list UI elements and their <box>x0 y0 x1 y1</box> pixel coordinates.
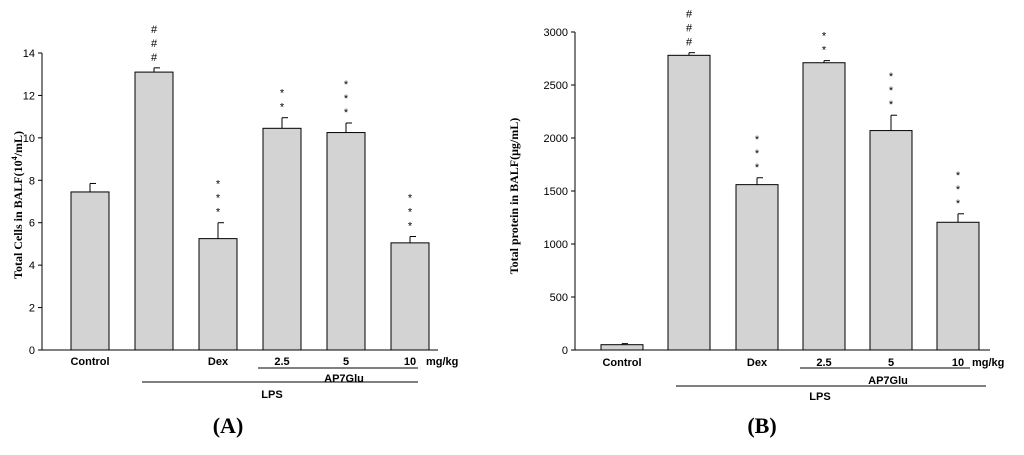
panel-a-bar <box>70 191 110 351</box>
panel-a-label: (A) <box>213 413 244 438</box>
panel-b-significance-mark: # <box>686 37 693 49</box>
panel-a-chart: 0 2 4 6 8 10 12 14 Control # # # * * * Dex * * 2.5 * * * 5 * * *… <box>10 24 458 438</box>
panel-a-significance-mark: * <box>280 102 285 114</box>
panel-a-y-axis-label: Total Cells in BALF(104/mL) <box>10 131 25 279</box>
panel-b-significance-mark: # <box>686 9 693 21</box>
panel-a-y-tick-label: 0 <box>29 345 35 357</box>
panel-a-y-tick-label: 4 <box>29 260 35 272</box>
panel-b-significance-mark: * <box>822 45 827 57</box>
panel-b-label: (B) <box>747 413 776 438</box>
panel-b-significance-mark: * <box>956 184 961 196</box>
panel-b-y-tick-label: 500 <box>550 292 568 304</box>
panel-b-y-tick-label: 2500 <box>544 80 568 92</box>
panel-b-significance-mark: * <box>889 71 894 83</box>
panel-b-bar <box>869 130 913 351</box>
panel-a-bar <box>134 71 174 351</box>
panel-a-category-label: Control <box>70 356 109 368</box>
panel-b-category-label: Dex <box>747 357 768 369</box>
panel-a-y-tick-label: 6 <box>29 218 35 230</box>
panel-b-significance-mark: # <box>686 23 693 35</box>
panel-b-y-tick-label: 1000 <box>544 239 568 251</box>
panel-b-bar <box>735 184 779 351</box>
panel-a-y-tick-label: 10 <box>23 133 35 145</box>
panel-a-y-tick-label: 14 <box>23 48 35 60</box>
panel-a-y-tick-label: 8 <box>29 175 35 187</box>
panel-b-significance-mark: * <box>755 134 760 146</box>
panel-b-bar <box>936 221 980 351</box>
panel-b-significance-mark: * <box>755 162 760 174</box>
panel-a-significance-mark: * <box>216 193 221 205</box>
panel-b-category-label: Control <box>602 357 641 369</box>
panel-a-significance-mark: * <box>344 93 349 105</box>
panel-b-significance-mark: * <box>956 198 961 210</box>
panel-a-significance-mark: * <box>216 207 221 219</box>
panel-b-significance-mark: * <box>755 148 760 160</box>
panel-b-y-axis-label: Total protein in BALF(μg/mL) <box>507 118 521 275</box>
panel-a-significance-mark: # <box>151 38 158 50</box>
panel-a-ap7glu-label: AP7Glu <box>324 373 364 385</box>
panel-a-y-tick-label: 2 <box>29 303 35 315</box>
panel-b-bar <box>600 344 644 351</box>
panel-b-y-tick-label: 3000 <box>544 27 568 39</box>
panel-a-significance-mark: * <box>344 107 349 119</box>
panel-a-category-label: 5 <box>343 356 349 368</box>
panel-a-y-tick-label: 12 <box>23 90 35 102</box>
panel-b-significance-mark: * <box>822 31 827 43</box>
panel-b-ap7glu-label: AP7Glu <box>868 375 908 387</box>
panel-a-category-label: Dex <box>208 356 229 368</box>
panel-a-significance-mark: * <box>344 79 349 91</box>
panel-b-significance-mark: * <box>889 85 894 97</box>
panel-b-unit-label: mg/kg <box>972 357 1004 369</box>
panel-b-bar <box>667 54 711 351</box>
panel-b-significance-mark: * <box>956 170 961 182</box>
panel-b-chart: 0 500 1000 1500 2000 2500 3000 Control # # # * * * De… <box>507 9 1004 438</box>
panel-a-significance-mark: # <box>151 52 158 64</box>
panel-a-unit-label: mg/kg <box>426 356 458 368</box>
panel-b-y-tick-label: 2000 <box>544 133 568 145</box>
panel-b-lps-label: LPS <box>809 391 830 403</box>
panel-b-category-label: 2.5 <box>816 357 831 369</box>
panel-a-bar <box>262 127 302 351</box>
panel-b-category-label: 10 <box>952 357 964 369</box>
panel-a-significance-mark: * <box>408 193 413 205</box>
panel-a-significance-mark: * <box>408 221 413 233</box>
panel-b-y-tick-label: 0 <box>562 345 568 357</box>
panel-a-significance-mark: * <box>280 88 285 100</box>
panel-b-significance-mark: * <box>889 99 894 111</box>
panel-b-category-label: 5 <box>888 357 894 369</box>
panel-a-bar <box>390 242 430 351</box>
panel-a-category-label: 10 <box>404 356 416 368</box>
panel-a-significance-mark: # <box>151 24 158 36</box>
panel-b-bar <box>802 62 846 351</box>
panel-b-y-tick-label: 1500 <box>544 186 568 198</box>
panel-a-bar <box>198 238 238 351</box>
panel-a-significance-mark: * <box>216 179 221 191</box>
panel-a-lps-label: LPS <box>261 389 282 401</box>
panel-a-bar <box>326 132 366 351</box>
panel-a-category-label: 2.5 <box>274 356 289 368</box>
panel-a-significance-mark: * <box>408 207 413 219</box>
